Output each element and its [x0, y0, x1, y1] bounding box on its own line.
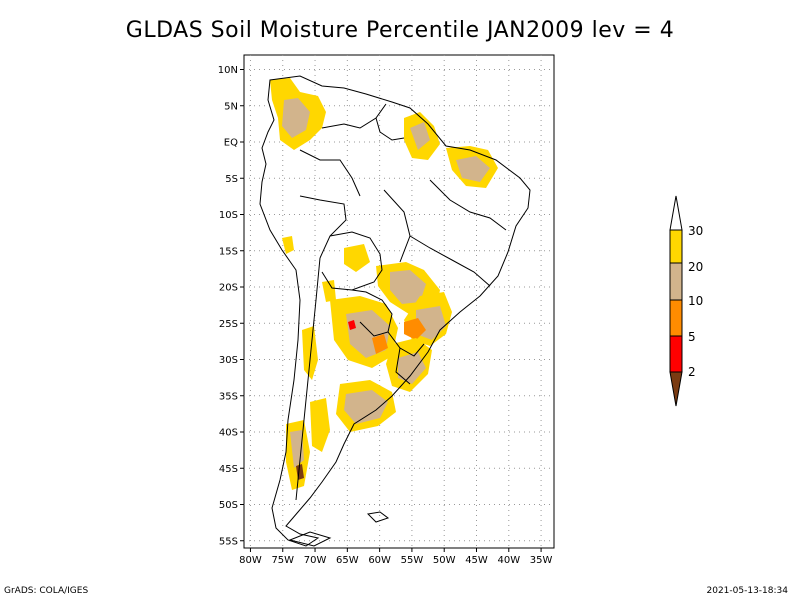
colorbar-label-5: 5	[688, 330, 696, 344]
shade-paraguay-red	[348, 320, 356, 330]
lat-tick-label: 50S	[219, 500, 238, 511]
lat-tick-label: 10S	[219, 210, 238, 221]
shade-rgs-tan	[398, 352, 426, 384]
graticule	[244, 55, 554, 548]
lon-tick-label: 60W	[368, 555, 391, 566]
colorbar: 30 20 10 5 2	[669, 195, 703, 407]
tierra-del-fuego	[288, 531, 332, 547]
lat-tick-label: 35S	[219, 391, 238, 402]
lat-tick-label: 20S	[219, 283, 238, 294]
lat-tick-label: 40S	[219, 428, 238, 439]
shade-colombia-tan	[282, 98, 310, 138]
border-argentina-brazil	[387, 331, 425, 357]
footer-timestamp: 2021-05-13-18:34	[706, 586, 789, 596]
map-title: GLDAS Soil Moisture Percentile JAN2009 l…	[125, 18, 675, 43]
lon-tick-label: 40W	[497, 555, 520, 566]
border-bolivia	[321, 231, 383, 291]
lon-tick-label: 50W	[433, 555, 456, 566]
lat-tick-label: 55S	[219, 536, 238, 547]
shade-nebrazil-tan	[456, 156, 490, 182]
shade-parana-orange	[404, 318, 426, 340]
lat-tick-label: 45S	[219, 464, 238, 475]
shade-andes-yellow-2	[310, 398, 330, 452]
border-brazil-states	[429, 179, 507, 231]
border-paraguay	[351, 289, 393, 337]
colorbar-label-30: 30	[688, 224, 703, 238]
border-uruguay	[395, 347, 411, 385]
coastlines-and-borders	[259, 75, 531, 547]
lon-tick-label: 35W	[530, 555, 553, 566]
lat-tick-label: 30S	[219, 355, 238, 366]
shade-central-yellow-1	[344, 244, 370, 272]
footer-credit: GrADS: COLA/IGES	[4, 586, 89, 596]
shade-speckle-bolivia	[322, 280, 336, 302]
axis-ticks: 10N 5N EQ 5S 10S 15S 20S 25S 30S 35S 40S 45S 50S 55S8…	[218, 65, 553, 566]
lat-tick-label: 5S	[225, 174, 238, 185]
lon-tick-label: 70W	[304, 555, 327, 566]
map-frame	[243, 54, 555, 549]
colorbar-top-triangle	[669, 195, 683, 231]
soil-moisture-shading	[270, 78, 498, 490]
colorbar-label-2: 2	[688, 365, 696, 379]
shade-amapa-tan	[410, 122, 430, 150]
colorbar-box-2-5	[669, 335, 683, 373]
shade-central-tan-1	[390, 270, 426, 304]
lon-tick-label: 80W	[239, 555, 262, 566]
lat-tick-label: 15S	[219, 246, 238, 257]
shade-andes-yellow-1	[302, 326, 318, 380]
colorbar-label-20: 20	[688, 260, 703, 274]
border-peru-brazil	[299, 195, 347, 259]
colorbar-label-10: 10	[688, 294, 703, 308]
lon-tick-label: 75W	[271, 555, 294, 566]
border-brazil-states-3	[383, 189, 411, 263]
shade-pampas-tan	[344, 390, 388, 424]
lat-tick-label: EQ	[224, 138, 238, 149]
lat-tick-label: 25S	[219, 319, 238, 330]
falklands	[366, 511, 390, 523]
lon-tick-label: 65W	[336, 555, 359, 566]
lon-tick-label: 55W	[401, 555, 424, 566]
border-chile-argentina	[295, 257, 321, 501]
shade-paraguay-orange	[372, 334, 388, 354]
shade-speckle-peru	[282, 236, 294, 254]
continent-outline	[259, 75, 531, 547]
colorbar-bottom-triangle	[669, 371, 683, 407]
border-colombia-brazil	[299, 149, 361, 197]
lat-tick-label: 10N	[218, 65, 238, 76]
border-guyana	[375, 117, 405, 141]
lon-tick-label: 45W	[465, 555, 488, 566]
lat-tick-label: 5N	[224, 101, 238, 112]
border-venezuela	[321, 103, 387, 129]
border-brazil-states-2	[409, 235, 491, 287]
colorbar-box-20-30	[669, 229, 683, 264]
colorbar-box-10-20	[669, 262, 683, 301]
colorbar-box-5-10	[669, 299, 683, 337]
